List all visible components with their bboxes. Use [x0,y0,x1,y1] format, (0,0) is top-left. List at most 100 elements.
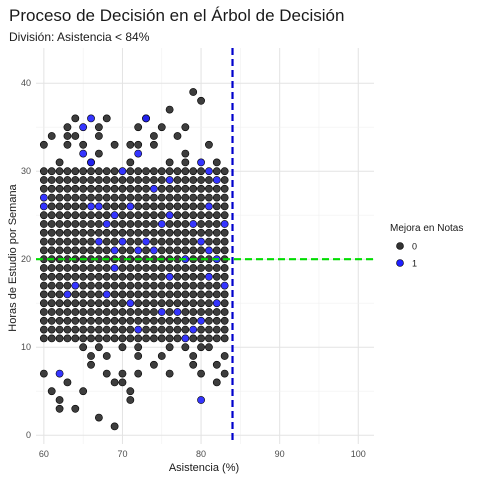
legend: Mejora en Notas 0 1 [390,223,463,269]
point-class-0 [55,202,64,211]
point-class-0 [47,202,56,211]
point-class-0 [118,343,127,352]
point-class-1 [110,264,119,272]
legend-label-0: 0 [412,242,417,252]
point-class-0 [63,308,72,316]
point-class-0 [102,308,111,316]
point-class-0 [63,211,72,220]
point-class-0 [150,264,158,272]
point-class-0 [63,220,72,228]
point-class-0 [134,290,143,299]
point-class-0 [157,237,166,246]
point-class-0 [220,228,229,237]
point-class-1 [87,114,95,123]
point-class-0 [150,176,158,184]
point-class-0 [47,299,56,308]
point-class-0 [63,123,72,132]
point-class-0 [189,290,198,299]
point-class-0 [39,316,48,325]
x-tick-label: 100 [351,449,366,459]
point-class-0 [181,220,190,228]
point-class-0 [71,228,80,237]
point-class-0 [165,308,174,316]
point-class-0 [157,281,166,290]
point-class-0 [94,334,103,343]
point-class-0 [79,220,88,228]
point-class-0 [205,316,213,325]
point-class-0 [79,176,88,184]
point-class-0 [165,343,174,352]
point-class-0 [197,369,205,378]
point-class-0 [157,228,166,237]
y-axis-title: Horas de Estudio por Semana [7,183,19,331]
point-class-0 [150,132,158,140]
point-class-0 [181,211,190,220]
point-class-0 [173,184,182,193]
point-class-0 [94,299,103,308]
point-class-0 [110,308,119,316]
point-class-0 [118,369,127,378]
x-tick-label: 60 [39,449,49,459]
point-class-0 [118,299,127,308]
point-class-0 [220,211,229,220]
point-class-0 [87,352,95,360]
point-class-0 [173,246,182,255]
point-class-1 [150,246,158,255]
point-class-0 [94,123,103,132]
point-class-0 [142,281,150,290]
point-class-0 [110,281,119,290]
point-class-0 [102,281,111,290]
point-class-1 [134,325,143,334]
point-class-0 [220,334,229,343]
point-class-0 [118,211,127,220]
point-class-1 [110,211,119,220]
point-class-0 [94,325,103,334]
point-class-0 [87,290,95,299]
point-class-0 [47,228,56,237]
point-class-0 [102,176,111,184]
point-class-0 [55,176,64,184]
point-class-0 [181,316,190,325]
point-class-1 [142,114,150,123]
y-tick-label: 30 [21,166,31,176]
point-class-0 [79,281,88,290]
point-class-0 [197,308,205,316]
point-class-1 [126,299,135,308]
point-class-0 [157,184,166,193]
point-class-0 [189,176,198,184]
point-class-0 [157,334,166,343]
point-class-0 [220,237,229,246]
point-class-0 [47,272,56,281]
point-class-0 [126,272,135,281]
point-class-0 [110,325,119,334]
point-class-0 [79,290,88,299]
point-class-0 [87,246,95,255]
point-class-0 [94,246,103,255]
point-class-0 [197,325,205,334]
point-class-0 [79,202,88,211]
point-class-0 [220,308,229,316]
point-class-0 [212,237,221,246]
point-class-0 [94,193,103,202]
point-class-0 [55,325,64,334]
point-class-0 [94,132,103,140]
point-class-0 [55,290,64,299]
reference-lines [36,48,374,444]
point-class-0 [150,202,158,211]
point-class-0 [134,176,143,184]
point-class-0 [220,316,229,325]
point-class-0 [47,176,56,184]
point-class-0 [39,290,48,299]
point-class-0 [79,325,88,334]
point-class-0 [87,167,95,176]
point-class-0 [134,369,143,378]
point-class-0 [87,176,95,184]
point-class-0 [71,220,80,228]
point-class-0 [142,290,150,299]
point-class-0 [220,167,229,176]
point-class-0 [197,343,205,352]
point-class-0 [181,167,190,176]
point-class-0 [142,220,150,228]
point-class-0 [71,325,80,334]
point-class-0 [181,246,190,255]
